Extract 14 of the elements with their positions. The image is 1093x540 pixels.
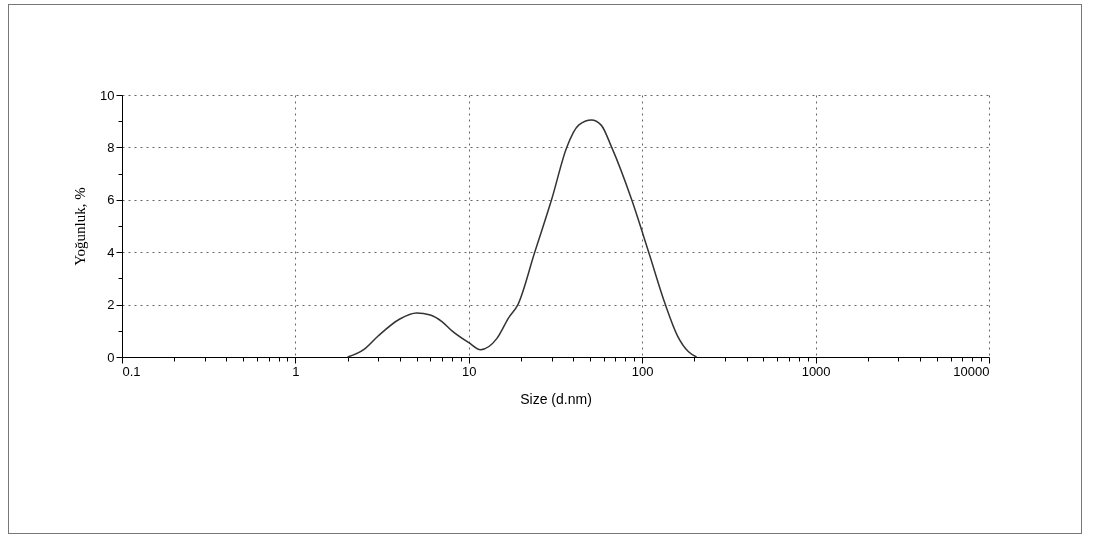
y-tick-label: 2 [107, 297, 115, 313]
y-tick-label: 6 [107, 192, 115, 208]
x-tick-label: 0.1 [122, 363, 141, 379]
y-tick-label: 10 [100, 87, 115, 103]
x-tick-label: 10 [462, 363, 477, 379]
x-tick-label: 1 [292, 363, 300, 379]
y-axis-title: Yoğunluk, % [72, 187, 89, 266]
x-axis-title: Size (d.nm) [520, 390, 592, 407]
x-tick-label: 100 [631, 363, 654, 379]
y-tick-label: 4 [107, 244, 115, 260]
x-tick-label: 1000 [801, 363, 831, 379]
x-tick-label: 10000 [953, 363, 990, 379]
y-tick-label: 0 [107, 349, 115, 365]
y-tick-label: 8 [107, 139, 115, 155]
